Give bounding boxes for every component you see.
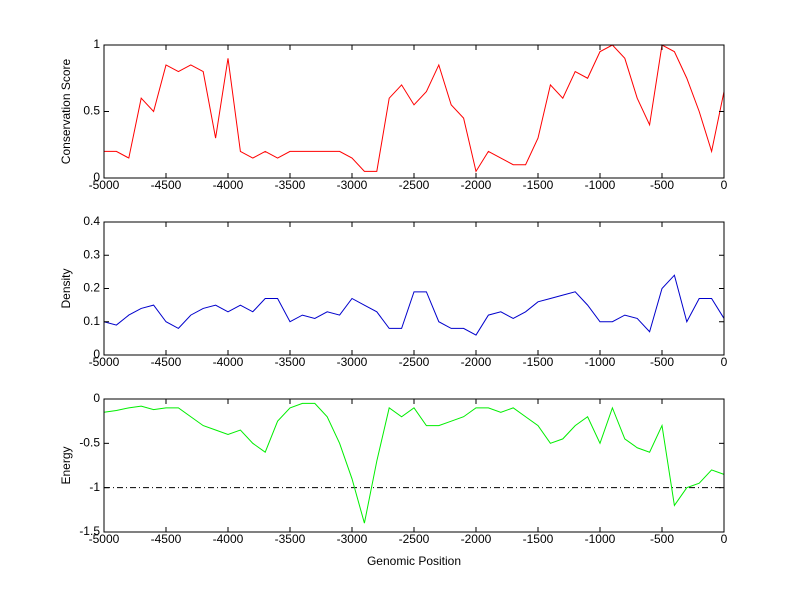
x-tick-label: -2500	[399, 178, 430, 192]
x-tick-label: -3000	[337, 178, 368, 192]
y-tick-label: 0.4	[83, 214, 100, 228]
x-tick-label: -4000	[213, 355, 244, 369]
y-tick-label: 0	[93, 391, 100, 405]
x-tick-label: -4000	[213, 178, 244, 192]
x-tick-label: -5000	[89, 355, 120, 369]
x-tick-label: -1000	[585, 532, 616, 546]
x-tick-label: -3500	[275, 178, 306, 192]
x-tick-label: -5000	[89, 532, 120, 546]
x-tick-label: -2000	[461, 532, 492, 546]
y-tick-label: 0	[93, 170, 100, 184]
y-tick-label: -0.5	[79, 436, 100, 450]
x-tick-label: -1500	[523, 355, 554, 369]
y-tick-label: 0.5	[83, 104, 100, 118]
x-tick-label: -4000	[213, 532, 244, 546]
x-tick-label: -1500	[523, 532, 554, 546]
x-tick-label: -500	[650, 178, 674, 192]
x-tick-label: -4500	[151, 355, 182, 369]
data-line	[104, 44, 725, 173]
x-tick-label: -500	[650, 355, 674, 369]
x-tick-label: -1000	[585, 355, 616, 369]
x-tick-label: 0	[721, 355, 728, 369]
x-tick-label: -5000	[89, 178, 120, 192]
x-tick-label: -1500	[523, 178, 554, 192]
y-axis-label: Density	[59, 268, 73, 308]
y-tick-label: 0.2	[83, 281, 100, 295]
x-tick-label: -2000	[461, 355, 492, 369]
data-line	[103, 274, 725, 336]
x-tick-label: -1000	[585, 178, 616, 192]
y-tick-label: 1	[93, 37, 100, 51]
y-tick-label: -1	[89, 480, 100, 494]
x-tick-label: -2500	[399, 532, 430, 546]
x-tick-label: -3000	[337, 355, 368, 369]
x-tick-label: -2500	[399, 355, 430, 369]
x-tick-label: 0	[721, 532, 728, 546]
y-tick-label: -1.5	[79, 524, 100, 538]
x-tick-label: -500	[650, 532, 674, 546]
y-axis-label: Energy	[59, 446, 73, 484]
axes-background	[104, 45, 724, 178]
y-tick-label: 0.3	[83, 247, 100, 261]
x-tick-label: -3500	[275, 532, 306, 546]
x-axis-label: Genomic Position	[367, 554, 461, 568]
x-tick-label: -3500	[275, 355, 306, 369]
y-tick-label: 0.1	[83, 314, 100, 328]
y-axis-label: Conservation Score	[59, 58, 73, 164]
x-tick-label: -2000	[461, 178, 492, 192]
x-tick-label: -3000	[337, 532, 368, 546]
x-tick-label: 0	[721, 178, 728, 192]
y-tick-label: 0	[93, 347, 100, 361]
axes-background	[104, 399, 724, 532]
axes-background	[104, 222, 724, 355]
x-tick-label: -4500	[151, 178, 182, 192]
data-line	[103, 402, 725, 524]
x-tick-label: -4500	[151, 532, 182, 546]
